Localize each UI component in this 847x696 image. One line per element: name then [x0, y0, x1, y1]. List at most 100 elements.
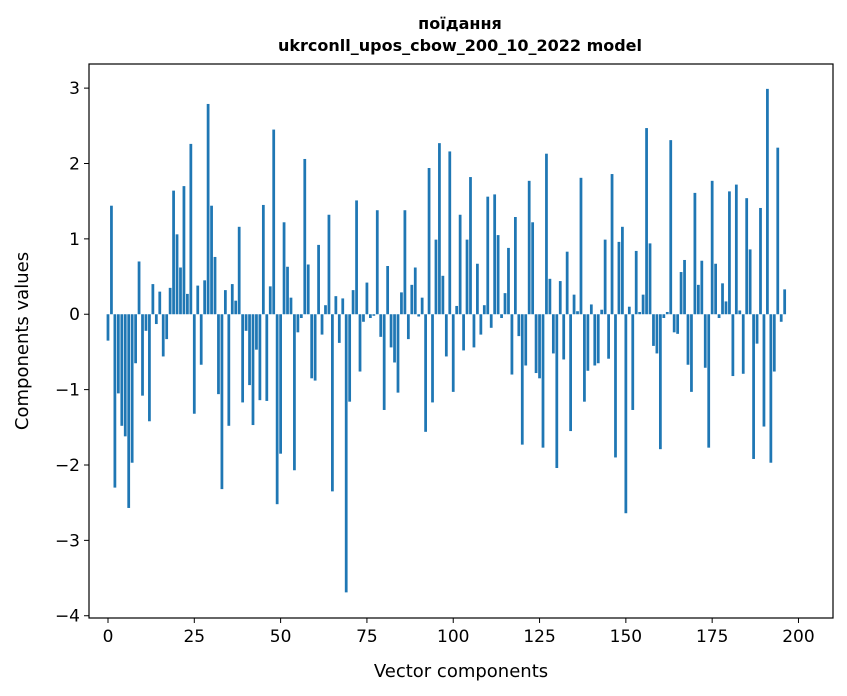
bar	[230, 284, 234, 315]
bar	[707, 314, 711, 448]
y-axis-ticks: −4 −3 −2 −1 0 1 2 3	[55, 79, 89, 627]
bar	[593, 314, 597, 366]
bar	[766, 88, 769, 315]
x-axis-ticks: 0 25 50 75 100 125 150 175 200	[103, 618, 815, 647]
bar	[731, 314, 735, 377]
bar	[134, 314, 137, 364]
bar	[427, 168, 431, 315]
bar	[154, 314, 158, 325]
bar	[434, 239, 438, 315]
bar	[517, 314, 521, 337]
bar	[368, 314, 372, 319]
bar	[772, 314, 776, 372]
x-tick-label: 100	[437, 627, 469, 647]
bar	[652, 314, 655, 346]
bar	[662, 314, 666, 319]
bar	[424, 314, 427, 432]
bar	[548, 278, 552, 315]
bar	[572, 294, 576, 315]
bar	[165, 314, 169, 340]
bar	[438, 143, 441, 315]
bar	[327, 214, 331, 315]
bar	[158, 291, 162, 315]
bar	[248, 314, 251, 386]
bar	[151, 284, 155, 315]
bar	[241, 314, 245, 403]
bar	[130, 314, 134, 463]
bar	[493, 194, 497, 315]
bar	[217, 314, 220, 395]
bar	[703, 314, 707, 368]
bar	[382, 314, 386, 410]
bar	[113, 314, 117, 488]
bar	[482, 305, 486, 315]
bar	[451, 314, 455, 392]
x-tick-label: 0	[103, 627, 114, 647]
bar	[251, 314, 255, 426]
bar	[745, 198, 749, 315]
y-tick-label: 0	[69, 305, 80, 325]
bar	[403, 210, 407, 315]
bar	[583, 314, 586, 402]
bar	[714, 263, 717, 315]
bar	[607, 314, 610, 359]
bar	[638, 311, 642, 315]
x-axis-label: Vector components	[374, 661, 548, 682]
bar	[341, 298, 345, 315]
bar	[265, 314, 269, 401]
bar	[721, 283, 724, 315]
bar	[596, 314, 600, 364]
bar	[375, 210, 379, 315]
bar	[520, 314, 524, 445]
bar	[431, 314, 434, 403]
bar	[116, 314, 120, 394]
bar	[196, 285, 200, 315]
bar	[779, 314, 783, 322]
bar	[289, 297, 293, 315]
bar	[476, 263, 479, 315]
bar	[496, 235, 500, 315]
bar	[669, 140, 673, 315]
bar	[648, 243, 652, 315]
bar	[279, 314, 282, 454]
bar	[168, 287, 172, 315]
bar	[641, 294, 645, 315]
bar	[458, 214, 462, 315]
bar	[413, 267, 417, 315]
bar	[213, 256, 217, 315]
bar	[524, 314, 528, 366]
bar	[586, 314, 590, 371]
bar	[358, 314, 362, 372]
bar	[396, 314, 400, 393]
bar	[665, 311, 669, 315]
bar	[393, 314, 396, 363]
bar	[462, 314, 465, 351]
bar	[234, 300, 238, 315]
y-axis-label: Components values	[12, 252, 33, 430]
bar	[610, 174, 614, 315]
bar	[192, 314, 196, 414]
bar	[313, 314, 317, 381]
bar-series	[106, 88, 787, 593]
bar	[565, 251, 569, 315]
bar	[441, 275, 445, 315]
bar	[306, 264, 310, 315]
chart-title-line-1: поїдання	[418, 14, 502, 33]
bar	[282, 222, 286, 315]
bar	[317, 244, 320, 315]
y-tick-label: −4	[55, 607, 80, 627]
bar	[555, 314, 559, 469]
bar	[389, 314, 393, 348]
bar	[534, 314, 538, 374]
bar	[296, 314, 300, 333]
bar	[400, 292, 403, 315]
bar	[255, 314, 258, 350]
bar	[189, 143, 193, 315]
bar	[631, 314, 635, 410]
bar	[244, 314, 248, 331]
bar	[303, 158, 307, 315]
bar	[655, 314, 659, 354]
bar	[199, 314, 203, 365]
